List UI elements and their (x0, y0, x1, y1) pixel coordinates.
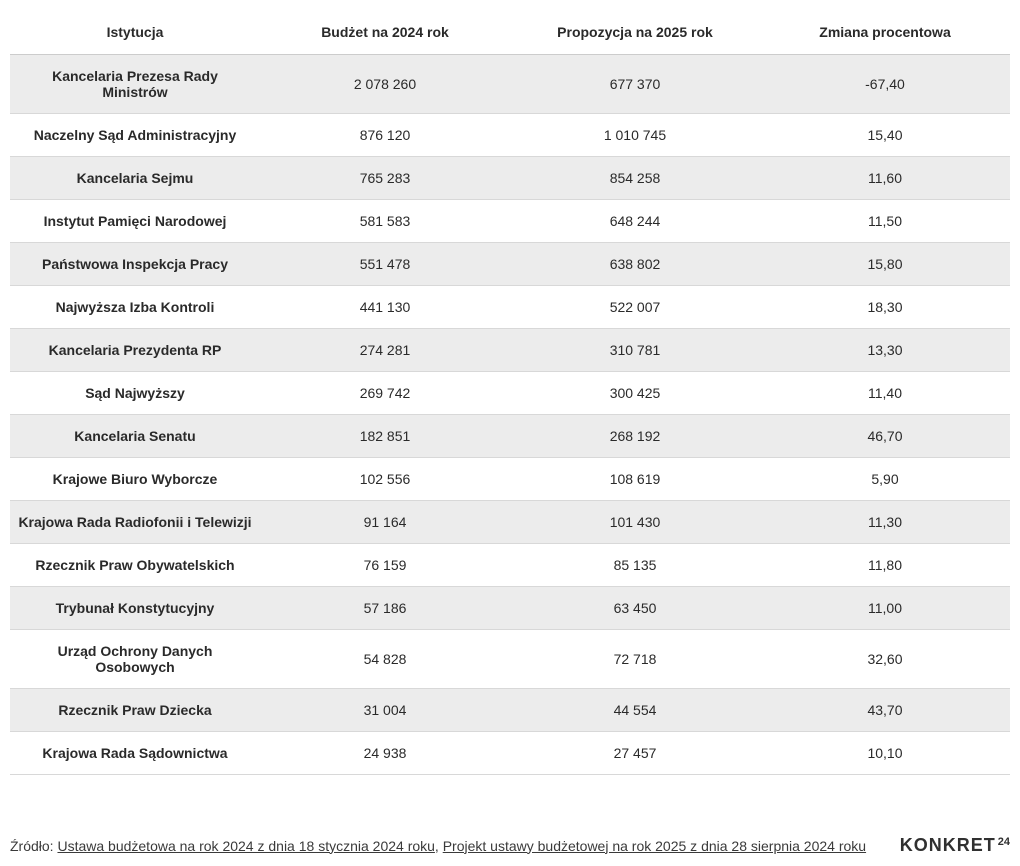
cell-institution: Naczelny Sąd Administracyjny (10, 114, 260, 157)
cell-institution: Kancelaria Prezesa Rady Ministrów (10, 55, 260, 114)
cell-institution: Krajowa Rada Radiofonii i Telewizji (10, 501, 260, 544)
cell-budget-2024: 31 004 (260, 689, 510, 732)
table-row: Trybunał Konstytucyjny57 18663 45011,00 (10, 587, 1010, 630)
cell-institution: Kancelaria Prezydenta RP (10, 329, 260, 372)
cell-proposal-2025: 44 554 (510, 689, 760, 732)
cell-budget-2024: 876 120 (260, 114, 510, 157)
cell-proposal-2025: 648 244 (510, 200, 760, 243)
cell-institution: Kancelaria Senatu (10, 415, 260, 458)
source-link-1[interactable]: Ustawa budżetowa na rok 2024 z dnia 18 s… (57, 838, 434, 854)
cell-pct-change: 15,80 (760, 243, 1010, 286)
source-text: Źródło: Ustawa budżetowa na rok 2024 z d… (10, 838, 866, 854)
table-row: Kancelaria Prezydenta RP274 281310 78113… (10, 329, 1010, 372)
table-row: Instytut Pamięci Narodowej581 583648 244… (10, 200, 1010, 243)
cell-pct-change: 13,30 (760, 329, 1010, 372)
cell-institution: Trybunał Konstytucyjny (10, 587, 260, 630)
cell-proposal-2025: 300 425 (510, 372, 760, 415)
cell-proposal-2025: 63 450 (510, 587, 760, 630)
cell-pct-change: 43,70 (760, 689, 1010, 732)
cell-institution: Rzecznik Praw Dziecka (10, 689, 260, 732)
table-row: Rzecznik Praw Obywatelskich76 15985 1351… (10, 544, 1010, 587)
table-row: Najwyższa Izba Kontroli441 130522 00718,… (10, 286, 1010, 329)
konkret24-logo: KONKRET24 (900, 835, 1010, 856)
cell-budget-2024: 765 283 (260, 157, 510, 200)
cell-proposal-2025: 1 010 745 (510, 114, 760, 157)
cell-institution: Krajowe Biuro Wyborcze (10, 458, 260, 501)
cell-budget-2024: 2 078 260 (260, 55, 510, 114)
cell-pct-change: 11,40 (760, 372, 1010, 415)
cell-pct-change: 5,90 (760, 458, 1010, 501)
cell-budget-2024: 76 159 (260, 544, 510, 587)
table-row: Krajowa Rada Sądownictwa24 93827 45710,1… (10, 732, 1010, 775)
cell-proposal-2025: 85 135 (510, 544, 760, 587)
cell-budget-2024: 24 938 (260, 732, 510, 775)
table-row: Naczelny Sąd Administracyjny876 1201 010… (10, 114, 1010, 157)
table-row: Urząd Ochrony Danych Osobowych54 82872 7… (10, 630, 1010, 689)
source-footer: Źródło: Ustawa budżetowa na rok 2024 z d… (10, 835, 1010, 856)
cell-budget-2024: 551 478 (260, 243, 510, 286)
source-prefix: Źródło: (10, 838, 57, 854)
col-header-proposal-2025: Propozycja na 2025 rok (510, 10, 760, 55)
cell-pct-change: 15,40 (760, 114, 1010, 157)
cell-institution: Kancelaria Sejmu (10, 157, 260, 200)
cell-proposal-2025: 677 370 (510, 55, 760, 114)
cell-pct-change: -67,40 (760, 55, 1010, 114)
cell-pct-change: 11,00 (760, 587, 1010, 630)
cell-budget-2024: 441 130 (260, 286, 510, 329)
table-row: Kancelaria Prezesa Rady Ministrów2 078 2… (10, 55, 1010, 114)
cell-pct-change: 11,50 (760, 200, 1010, 243)
cell-institution: Krajowa Rada Sądownictwa (10, 732, 260, 775)
cell-proposal-2025: 310 781 (510, 329, 760, 372)
cell-institution: Najwyższa Izba Kontroli (10, 286, 260, 329)
table-row: Rzecznik Praw Dziecka31 00444 55443,70 (10, 689, 1010, 732)
col-header-institution: Istytucja (10, 10, 260, 55)
cell-pct-change: 32,60 (760, 630, 1010, 689)
col-header-budget-2024: Budżet na 2024 rok (260, 10, 510, 55)
cell-proposal-2025: 638 802 (510, 243, 760, 286)
cell-budget-2024: 274 281 (260, 329, 510, 372)
cell-institution: Rzecznik Praw Obywatelskich (10, 544, 260, 587)
table-row: Krajowa Rada Radiofonii i Telewizji91 16… (10, 501, 1010, 544)
cell-budget-2024: 269 742 (260, 372, 510, 415)
cell-institution: Państwowa Inspekcja Pracy (10, 243, 260, 286)
cell-pct-change: 10,10 (760, 732, 1010, 775)
cell-proposal-2025: 522 007 (510, 286, 760, 329)
cell-budget-2024: 57 186 (260, 587, 510, 630)
cell-proposal-2025: 268 192 (510, 415, 760, 458)
cell-budget-2024: 182 851 (260, 415, 510, 458)
col-header-pct-change: Zmiana procentowa (760, 10, 1010, 55)
table-row: Krajowe Biuro Wyborcze102 556108 6195,90 (10, 458, 1010, 501)
cell-proposal-2025: 101 430 (510, 501, 760, 544)
table-row: Sąd Najwyższy269 742300 42511,40 (10, 372, 1010, 415)
table-header-row: Istytucja Budżet na 2024 rok Propozycja … (10, 10, 1010, 55)
cell-institution: Urząd Ochrony Danych Osobowych (10, 630, 260, 689)
source-link-2[interactable]: Projekt ustawy budżetowej na rok 2025 z … (443, 838, 866, 854)
logo-main-text: KONKRET (900, 835, 996, 856)
cell-pct-change: 18,30 (760, 286, 1010, 329)
cell-budget-2024: 91 164 (260, 501, 510, 544)
cell-proposal-2025: 72 718 (510, 630, 760, 689)
cell-budget-2024: 581 583 (260, 200, 510, 243)
budget-table: Istytucja Budżet na 2024 rok Propozycja … (10, 10, 1010, 775)
cell-pct-change: 11,30 (760, 501, 1010, 544)
cell-institution: Sąd Najwyższy (10, 372, 260, 415)
source-separator: , (435, 838, 443, 854)
table-row: Państwowa Inspekcja Pracy551 478638 8021… (10, 243, 1010, 286)
cell-pct-change: 11,80 (760, 544, 1010, 587)
cell-pct-change: 46,70 (760, 415, 1010, 458)
logo-sup-text: 24 (998, 836, 1010, 848)
cell-proposal-2025: 108 619 (510, 458, 760, 501)
cell-institution: Instytut Pamięci Narodowej (10, 200, 260, 243)
cell-proposal-2025: 854 258 (510, 157, 760, 200)
cell-proposal-2025: 27 457 (510, 732, 760, 775)
cell-pct-change: 11,60 (760, 157, 1010, 200)
cell-budget-2024: 102 556 (260, 458, 510, 501)
cell-budget-2024: 54 828 (260, 630, 510, 689)
table-row: Kancelaria Sejmu765 283854 25811,60 (10, 157, 1010, 200)
table-row: Kancelaria Senatu182 851268 19246,70 (10, 415, 1010, 458)
